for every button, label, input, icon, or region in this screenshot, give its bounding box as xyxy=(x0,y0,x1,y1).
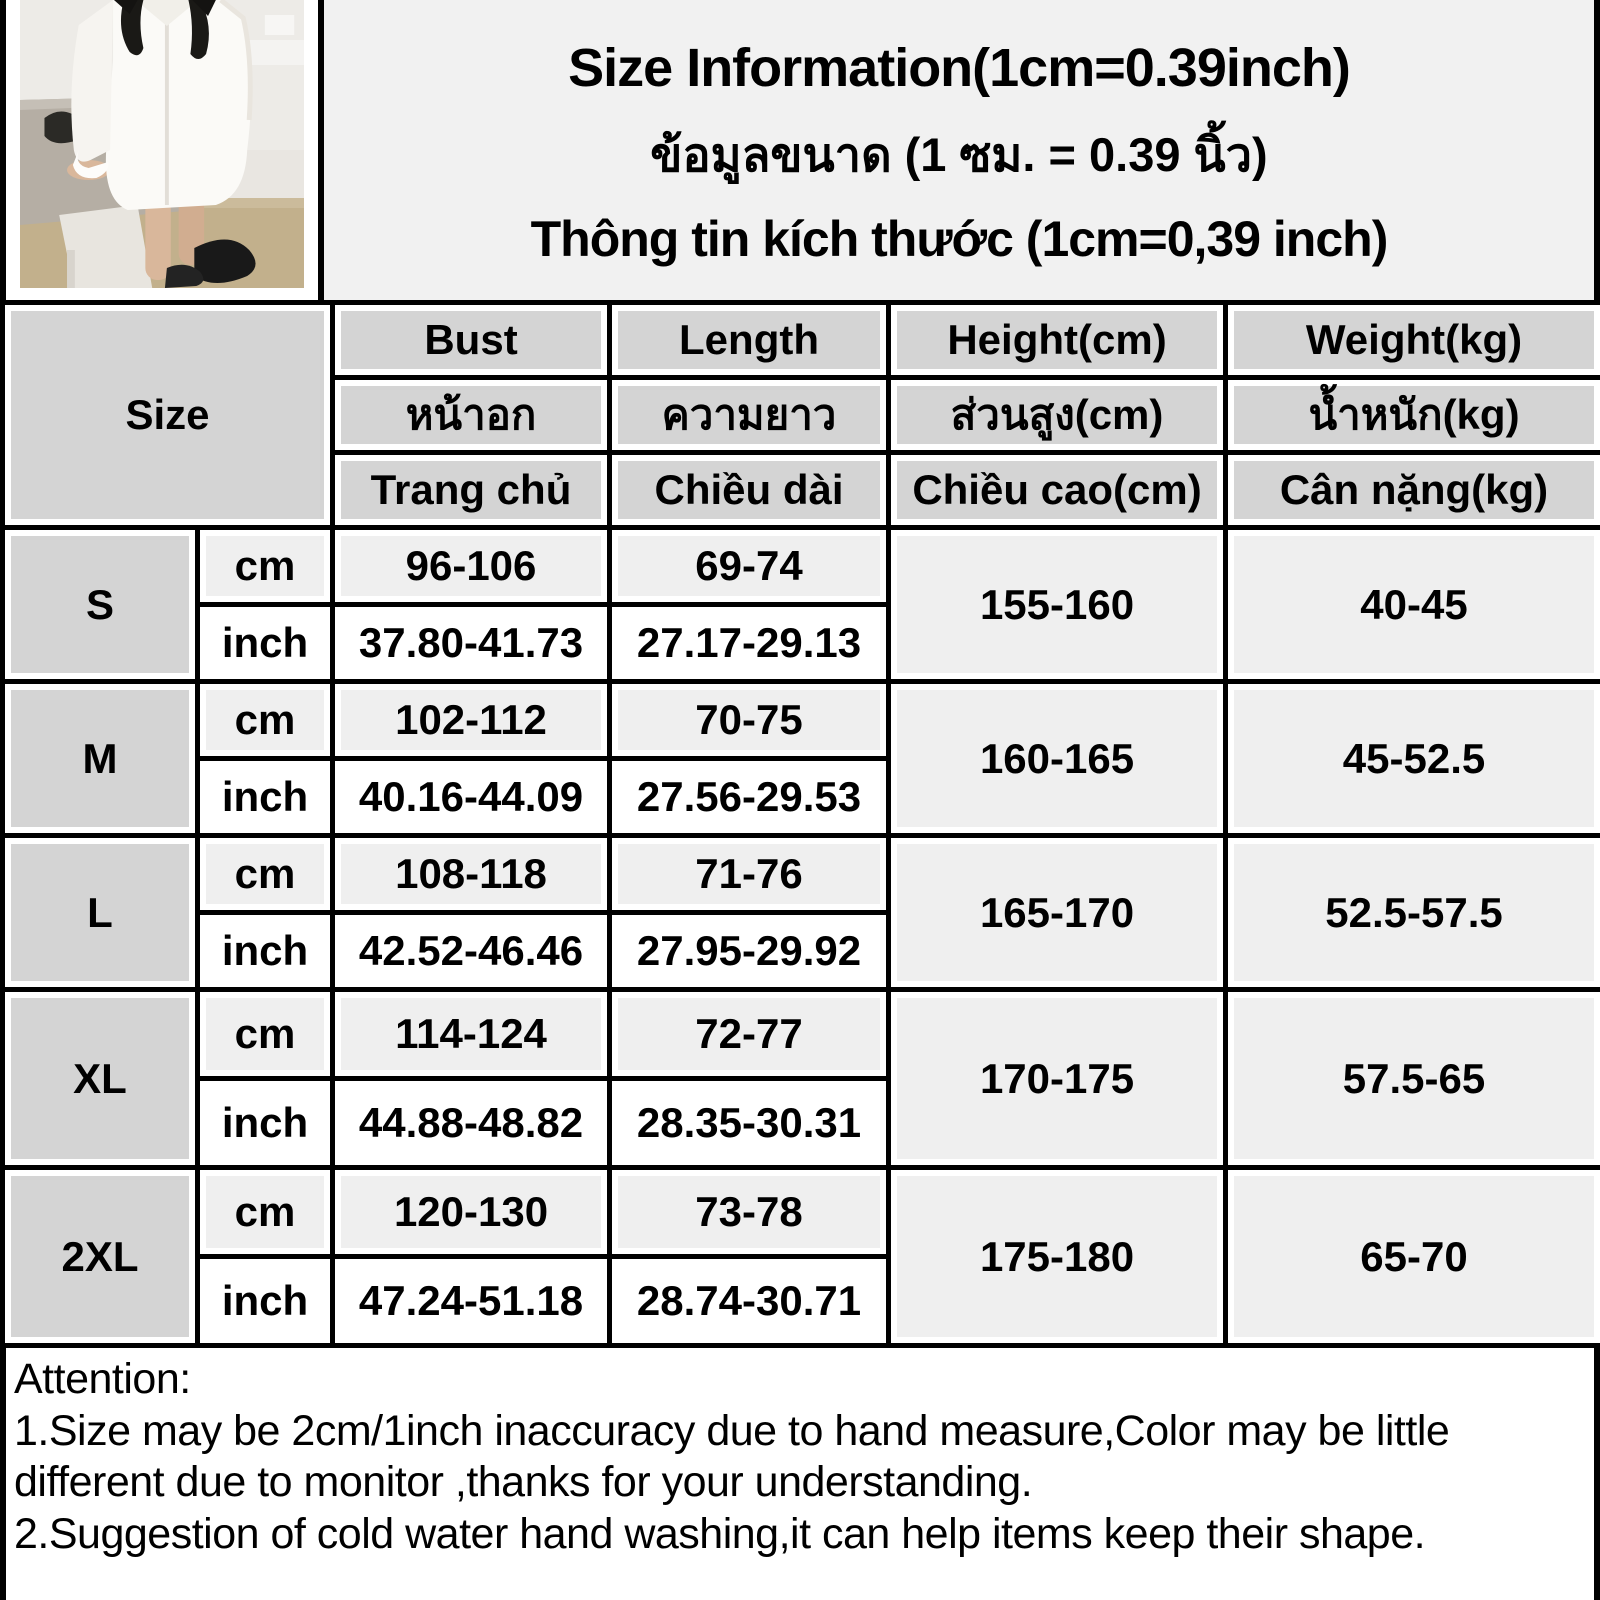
unit-inch-label: inch xyxy=(194,1254,336,1348)
bust-inch-value-xl: 44.88-48.82 xyxy=(330,1076,613,1170)
weight-value-s: 40-45 xyxy=(1223,525,1600,684)
unit-inch-label: inch xyxy=(194,602,336,684)
length-cm-value-xl: 72-77 xyxy=(607,987,892,1081)
length-inch-value-s: 27.17-29.13 xyxy=(607,602,892,684)
unit-inch-label: inch xyxy=(194,1076,336,1170)
col-header-weight-en: Weight(kg) xyxy=(1223,300,1600,380)
length-inch-value-xl: 28.35-30.31 xyxy=(607,1076,892,1170)
length-inch-value-2xl: 28.74-30.71 xyxy=(607,1254,892,1348)
length-cm-value-m: 70-75 xyxy=(607,679,892,761)
length-inch-value-m: 27.56-29.53 xyxy=(607,756,892,838)
size-label-l: L xyxy=(0,833,200,992)
col-header-height-th: ส่วนสูง(cm) xyxy=(886,375,1229,455)
bust-inch-value-m: 40.16-44.09 xyxy=(330,756,613,838)
title-english: Size Information(1cm=0.39inch) xyxy=(568,37,1351,98)
height-value-xl: 170-175 xyxy=(886,987,1229,1170)
unit-cm-label: cm xyxy=(194,1165,336,1259)
col-header-height-en: Height(cm) xyxy=(886,300,1229,380)
size-label-2xl: 2XL xyxy=(0,1165,200,1348)
height-value-l: 165-170 xyxy=(886,833,1229,992)
bust-cm-value-s: 96-106 xyxy=(330,525,613,607)
unit-inch-label: inch xyxy=(194,756,336,838)
length-cm-value-2xl: 73-78 xyxy=(607,1165,892,1259)
product-photo-illustration xyxy=(20,0,304,288)
bust-inch-value-2xl: 47.24-51.18 xyxy=(330,1254,613,1348)
col-header-bust-th: หน้าอก xyxy=(330,375,613,455)
height-value-m: 160-165 xyxy=(886,679,1229,838)
unit-inch-label: inch xyxy=(194,910,336,992)
col-header-length-en: Length xyxy=(607,300,892,380)
unit-cm-label: cm xyxy=(194,833,336,915)
bust-inch-value-s: 37.80-41.73 xyxy=(330,602,613,684)
title-thai: ข้อมูลขนาด (1 ซม. = 0.39 นิ้ว) xyxy=(650,127,1268,181)
col-header-weight-vi: Cân nặng(kg) xyxy=(1223,450,1600,530)
size-table: Size Bust Length Height(cm) Weight(kg) ห… xyxy=(0,300,1600,1348)
col-header-bust-en: Bust xyxy=(330,300,613,380)
weight-value-l: 52.5-57.5 xyxy=(1223,833,1600,992)
col-header-length-th: ความยาว xyxy=(607,375,892,455)
length-inch-value-l: 27.95-29.92 xyxy=(607,910,892,992)
unit-cm-label: cm xyxy=(194,679,336,761)
title-vietnamese: Thông tin kích thước (1cm=0,39 inch) xyxy=(530,210,1389,267)
weight-value-xl: 57.5-65 xyxy=(1223,987,1600,1170)
bust-cm-value-l: 108-118 xyxy=(330,833,613,915)
size-label-xl: XL xyxy=(0,987,200,1170)
attention-note-2: 2.Suggestion of cold water hand washing,… xyxy=(14,1509,1426,1558)
bust-cm-value-xl: 114-124 xyxy=(330,987,613,1081)
attention-notes: Attention: 1.Size may be 2cm/1inch inacc… xyxy=(0,1348,1600,1600)
height-value-s: 155-160 xyxy=(886,525,1229,684)
length-cm-value-s: 69-74 xyxy=(607,525,892,607)
length-cm-value-l: 71-76 xyxy=(607,833,892,915)
col-header-height-vi: Chiều cao(cm) xyxy=(886,450,1229,530)
col-header-bust-vi: Trang chủ xyxy=(330,450,613,530)
header-band: Size Information(1cm=0.39inch) ข้อมูลขนา… xyxy=(0,0,1600,300)
unit-cm-label: cm xyxy=(194,525,336,607)
size-label-s: S xyxy=(0,525,200,684)
product-photo xyxy=(6,0,324,300)
bust-cm-value-m: 102-112 xyxy=(330,679,613,761)
attention-heading: Attention: xyxy=(14,1355,191,1403)
weight-value-m: 45-52.5 xyxy=(1223,679,1600,838)
height-value-2xl: 175-180 xyxy=(886,1165,1229,1348)
col-header-length-vi: Chiều dài xyxy=(607,450,892,530)
corner-size-header: Size xyxy=(0,300,336,530)
size-label-m: M xyxy=(0,679,200,838)
bust-cm-value-2xl: 120-130 xyxy=(330,1165,613,1259)
weight-value-2xl: 65-70 xyxy=(1223,1165,1600,1348)
col-header-weight-th: น้ำหนัก(kg) xyxy=(1223,375,1600,455)
title-block: Size Information(1cm=0.39inch) ข้อมูลขนา… xyxy=(324,0,1594,300)
bust-inch-value-l: 42.52-46.46 xyxy=(330,910,613,992)
attention-note-1: 1.Size may be 2cm/1inch inaccuracy due t… xyxy=(14,1406,1450,1507)
unit-cm-label: cm xyxy=(194,987,336,1081)
